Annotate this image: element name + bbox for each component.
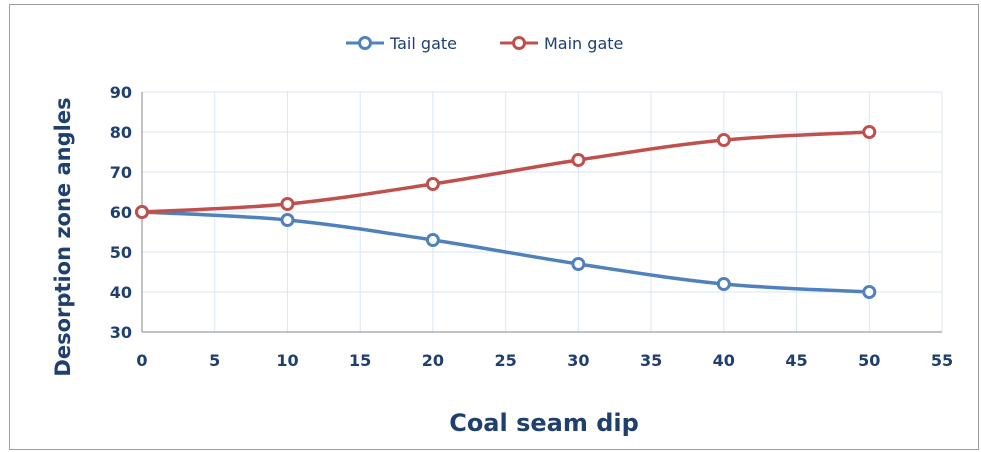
legend-marker-main-gate <box>512 36 526 50</box>
x-tick-label: 55 <box>931 351 953 370</box>
data-point-main-gate <box>862 125 877 139</box>
data-points <box>135 125 877 299</box>
x-tick-label: 35 <box>640 351 662 370</box>
x-tick-label: 50 <box>858 351 880 370</box>
y-tick-label: 60 <box>110 203 132 222</box>
line-chart: 0 5 10 15 20 25 30 35 40 45 50 55 30 40 50 60 70 80 90 Tai… <box>51 34 953 437</box>
data-point-tail-gate <box>425 233 440 247</box>
x-tick-label: 5 <box>209 351 220 370</box>
y-tick-label: 80 <box>110 123 132 142</box>
data-point-main-gate <box>571 153 586 167</box>
y-axis-title: Desorption zone angles <box>51 97 75 376</box>
legend-label-tail-gate: Tail gate <box>389 34 457 53</box>
x-tick-label: 0 <box>136 351 147 370</box>
x-tick-label: 40 <box>713 351 735 370</box>
y-tick-label: 70 <box>110 163 132 182</box>
chart-frame: 0 5 10 15 20 25 30 35 40 45 50 55 30 40 50 60 70 80 90 Tai… <box>9 4 979 450</box>
y-tick-label: 30 <box>110 323 132 342</box>
data-point-tail-gate <box>862 285 877 299</box>
gridlines <box>141 91 943 333</box>
data-point-main-gate <box>280 197 295 211</box>
y-tick-label: 90 <box>110 83 132 102</box>
x-tick-label: 10 <box>276 351 298 370</box>
axes: 0 5 10 15 20 25 30 35 40 45 50 55 30 40 50 60 70 80 90 <box>110 83 953 370</box>
legend-label-main-gate: Main gate <box>544 34 623 53</box>
x-tick-label: 45 <box>785 351 807 370</box>
series-line-tail-gate <box>140 210 872 294</box>
data-point-tail-gate <box>716 277 731 291</box>
legend-item-main-gate: Main gate <box>500 34 623 53</box>
y-tick-label: 50 <box>110 243 132 262</box>
legend: Tail gate Main gate <box>346 34 623 53</box>
x-axis-title: Coal seam dip <box>449 409 639 437</box>
x-tick-label: 15 <box>349 351 371 370</box>
series-line-main-gate <box>140 130 872 214</box>
legend-marker-tail-gate <box>358 36 372 50</box>
x-tick-label: 20 <box>422 351 444 370</box>
y-tick-label: 40 <box>110 283 132 302</box>
x-tick-label: 30 <box>567 351 589 370</box>
data-point-main-gate <box>135 205 149 219</box>
data-point-tail-gate <box>571 257 586 271</box>
data-point-main-gate <box>425 177 440 191</box>
legend-item-tail-gate: Tail gate <box>346 34 457 53</box>
data-point-main-gate <box>716 133 731 147</box>
series-lines <box>140 130 872 294</box>
x-tick-label: 25 <box>495 351 517 370</box>
data-point-tail-gate <box>280 213 295 227</box>
